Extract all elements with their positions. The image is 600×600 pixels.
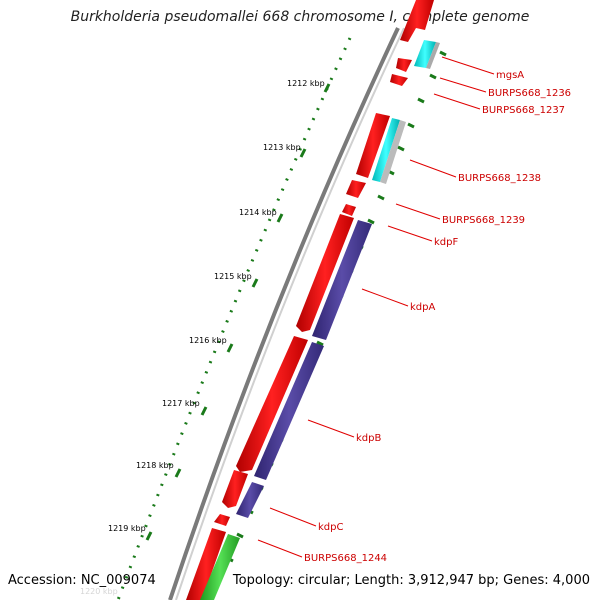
tick-label: 1212 kbp — [287, 79, 325, 88]
tick-label: 1216 kbp — [189, 336, 227, 345]
gene-label-kdpB: kdpB — [356, 433, 381, 444]
tick-labels: 1212 kbp 1213 kbp 1214 kbp 1215 kbp 1216… — [80, 79, 325, 596]
gene-feature-1239 — [346, 180, 366, 198]
gene-feature-1237 — [396, 58, 412, 72]
gene-label-BURPS668_1236: BURPS668_1236 — [488, 88, 571, 99]
gene-labels: mgsA BURPS668_1236 BURPS668_1237 BURPS66… — [304, 70, 571, 564]
gene-label-kdpF: kdpF — [434, 237, 458, 248]
gene-label-BURPS668_1237: BURPS668_1237 — [482, 105, 565, 116]
label-leaders — [257, 56, 495, 558]
tick-marks — [145, 83, 331, 541]
tick-label: 1214 kbp — [239, 208, 277, 217]
gene-feature-1244 — [214, 514, 230, 526]
gene-feature-kdpC — [222, 470, 248, 508]
genome-stats-text: Topology: circular; Length: 3,912,947 bp… — [232, 573, 590, 588]
gene-label-BURPS668_1239: BURPS668_1239 — [442, 215, 525, 226]
gene-label-kdpA: kdpA — [410, 302, 435, 313]
gene-feature-kdpF — [342, 204, 356, 216]
genome-backbone — [168, 27, 400, 600]
gene-label-kdpC: kdpC — [318, 522, 343, 533]
tick-label: 1218 kbp — [136, 461, 174, 470]
gene-label-BURPS668_1238: BURPS668_1238 — [458, 173, 541, 184]
gene-features — [186, 0, 440, 600]
gene-feature-1238 — [356, 113, 390, 178]
tick-label: 1213 kbp — [263, 143, 301, 152]
tick-label: 1215 kbp — [214, 272, 252, 281]
gene-feature-kdpA — [296, 214, 354, 332]
gene-label-BURPS668_1244: BURPS668_1244 — [304, 553, 387, 564]
gene-feature-1236 — [414, 40, 436, 68]
accession-text: Accession: NC_009074 — [8, 573, 156, 588]
gene-label-mgsA: mgsA — [496, 70, 524, 81]
tick-track — [116, 37, 352, 600]
tick-label: 1217 kbp — [162, 399, 200, 408]
gene-feature-kdpB — [236, 336, 308, 472]
gene-feature-mgsA — [400, 0, 434, 42]
tick-label: 1219 kbp — [108, 524, 146, 533]
tick-label: 1220 kbp — [80, 587, 118, 596]
